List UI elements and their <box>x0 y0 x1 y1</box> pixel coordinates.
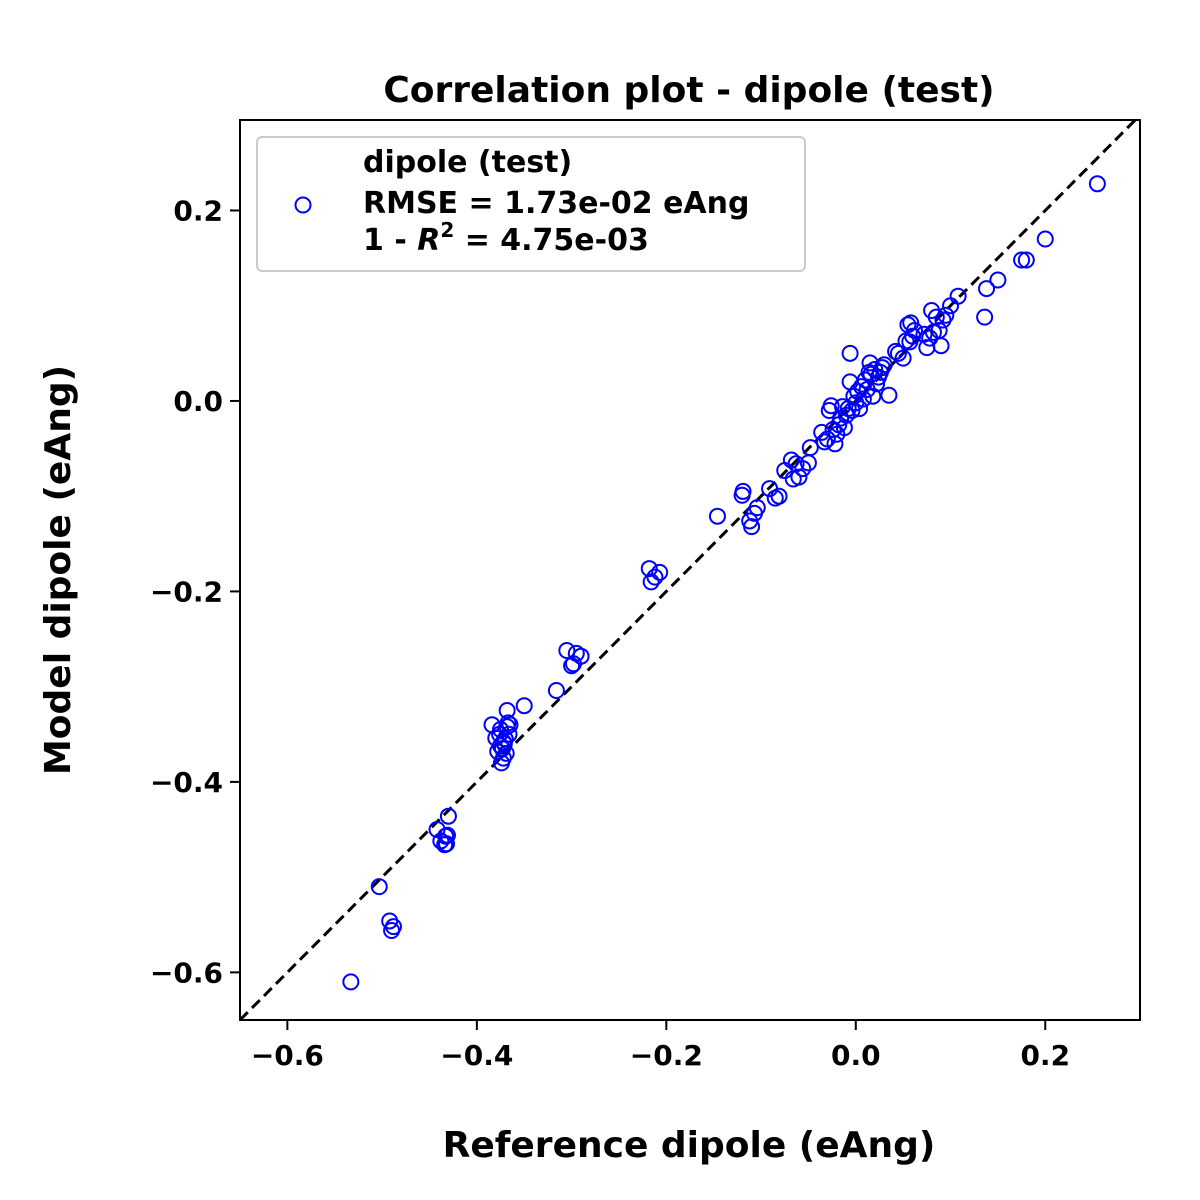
legend: dipole (test) RMSE = 1.73e-02 eAng 1 - R… <box>256 136 806 272</box>
data-point <box>558 641 576 659</box>
data-point <box>851 400 869 418</box>
data-point <box>498 701 516 719</box>
legend-r2: 1 - R2 = 4.75e-03 <box>363 218 649 258</box>
legend-rmse: RMSE = 1.73e-02 eAng <box>363 186 749 221</box>
data-point <box>572 647 590 665</box>
data-point <box>782 451 800 469</box>
data-point <box>976 308 994 326</box>
data-point <box>651 563 669 581</box>
data-point <box>499 714 517 732</box>
data-point <box>1017 251 1035 269</box>
legend-box <box>256 136 806 272</box>
data-point <box>978 280 996 298</box>
y-tick-label: −0.6 <box>150 956 223 989</box>
data-point <box>547 681 565 699</box>
x-axis-label: Reference dipole (eAng) <box>443 1125 936 1166</box>
scatter-markers <box>342 175 1106 991</box>
plot-frame <box>239 119 1141 1021</box>
data-point <box>841 344 859 362</box>
data-point <box>989 271 1007 289</box>
data-point <box>794 460 812 478</box>
y-axis-label: Model dipole (eAng) <box>38 365 79 775</box>
data-point <box>646 568 664 586</box>
legend-marker <box>294 196 312 214</box>
x-axis-ticks: −0.6 −0.4 −0.2 0.0 0.2 <box>251 1020 1070 1072</box>
data-point <box>837 406 855 424</box>
data-point <box>937 306 955 324</box>
x-tick-label: −0.4 <box>440 1039 513 1072</box>
y-tick-label: 0.2 <box>173 194 223 227</box>
data-point <box>384 918 402 936</box>
data-point <box>880 386 898 404</box>
data-point <box>743 518 761 536</box>
y-tick-label: 0.0 <box>173 385 223 418</box>
legend-r2-exponent: 2 <box>440 218 454 242</box>
data-point <box>949 287 967 305</box>
data-point <box>342 973 360 991</box>
data-point <box>640 560 658 578</box>
data-point <box>439 807 457 825</box>
data-point <box>816 433 834 451</box>
x-tick-label: −0.2 <box>630 1039 703 1072</box>
data-point <box>515 697 533 715</box>
chart-title: Correlation plot - dipole (test) <box>383 70 994 111</box>
data-point <box>826 435 844 453</box>
x-tick-label: 0.2 <box>1020 1039 1070 1072</box>
data-point <box>492 737 510 755</box>
data-point <box>932 337 950 355</box>
data-point <box>438 835 456 853</box>
data-point <box>734 482 752 500</box>
data-point <box>822 397 840 415</box>
data-point <box>494 733 512 751</box>
legend-r2-prefix: 1 - <box>363 223 417 258</box>
data-point <box>864 387 882 405</box>
data-point <box>835 419 853 437</box>
legend-series-label: dipole (test) <box>363 145 572 180</box>
data-point <box>370 878 388 896</box>
x-tick-label: −0.6 <box>251 1039 324 1072</box>
legend-r2-symbol: R <box>417 223 440 258</box>
data-point <box>894 349 912 367</box>
data-point <box>868 375 886 393</box>
data-point <box>1013 251 1031 269</box>
data-point <box>748 499 766 517</box>
data-point <box>708 507 726 525</box>
x-tick-label: 0.0 <box>831 1039 881 1072</box>
identity-line <box>240 120 1138 1020</box>
y-tick-label: −0.4 <box>150 766 223 799</box>
y-tick-label: −0.2 <box>150 575 223 608</box>
legend-r2-value: = 4.75e-03 <box>454 223 649 258</box>
data-point <box>790 468 808 486</box>
data-point <box>854 390 872 408</box>
data-point <box>642 573 660 591</box>
data-point <box>1036 230 1054 248</box>
data-point <box>1088 175 1106 193</box>
data-point <box>438 826 456 844</box>
data-point <box>906 321 924 339</box>
data-point <box>889 344 907 362</box>
data-point <box>861 354 879 372</box>
data-point <box>770 487 788 505</box>
y-axis-ticks: −0.6 −0.4 −0.2 0.0 0.2 <box>150 194 240 989</box>
data-point <box>801 439 819 457</box>
